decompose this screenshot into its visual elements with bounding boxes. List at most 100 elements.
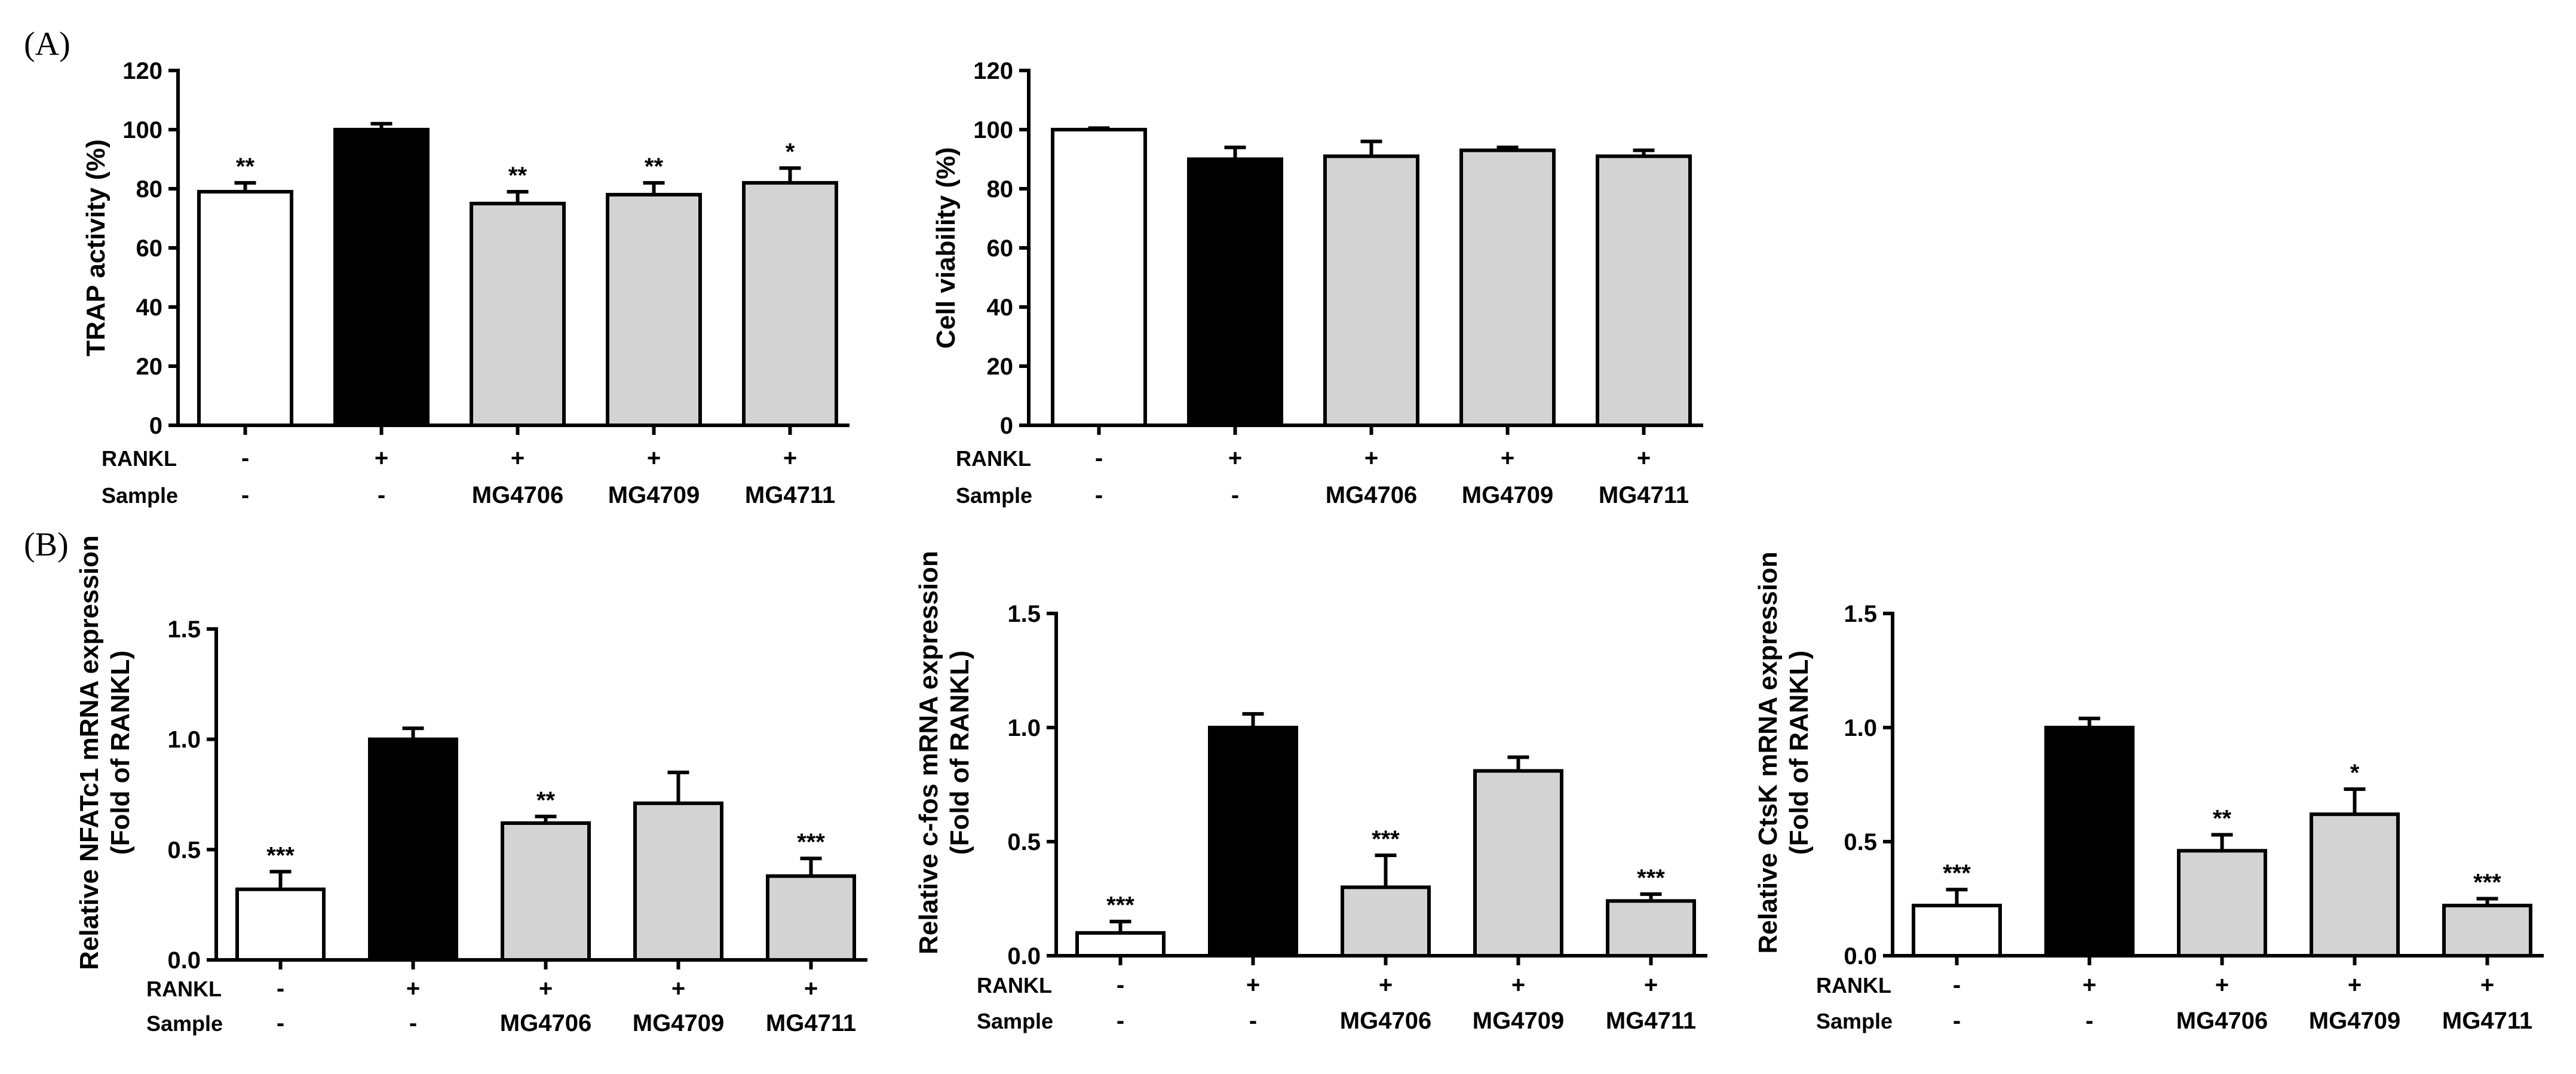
condition-value: + — [1511, 972, 1525, 998]
condition-value: - — [1249, 1008, 1257, 1034]
bar — [1051, 128, 1147, 427]
bar — [1459, 148, 1556, 427]
significance-marker: *** — [1943, 860, 1971, 886]
condition-value: MG4709 — [608, 482, 700, 508]
bar — [235, 887, 326, 962]
significance-marker: * — [786, 139, 795, 165]
y-axis-label: (Fold of RANKL) — [106, 650, 135, 855]
significance-marker: ** — [645, 154, 664, 180]
y-tick-label: 120 — [122, 58, 162, 84]
condition-value: - — [1117, 972, 1124, 998]
y-tick-label: 1.0 — [1844, 715, 1877, 741]
y-tick-label: 0 — [1000, 413, 1013, 439]
y-tick-label: 0 — [149, 413, 162, 439]
significance-marker: *** — [1106, 892, 1134, 919]
condition-value: - — [277, 975, 284, 1002]
panel-label-b: (B) — [24, 526, 69, 563]
condition-value: - — [1095, 482, 1103, 508]
bar — [1596, 154, 1692, 427]
condition-value: - — [2086, 1008, 2093, 1034]
bar — [1912, 903, 2002, 958]
y-tick-label: 1.5 — [1007, 601, 1041, 627]
condition-value: MG4709 — [633, 1010, 724, 1036]
bar — [633, 801, 723, 962]
condition-value: + — [539, 975, 553, 1002]
row-label-sample: Sample — [1816, 1009, 1893, 1033]
y-tick-label: 80 — [987, 176, 1014, 202]
condition-value: MG4706 — [500, 1010, 591, 1036]
row-label-sample: Sample — [977, 1009, 1053, 1033]
condition-value: MG4711 — [766, 1010, 856, 1036]
y-axis-label: Relative c-fos mRNA expression — [914, 551, 943, 955]
row-label-sample: Sample — [956, 483, 1032, 508]
bar — [368, 737, 458, 962]
y-axis-label: (Fold of RANKL) — [945, 650, 974, 855]
chart-2: 0 20 40 60 80 100 120 Cell viability (%) RANKL - +… — [931, 58, 1703, 508]
y-tick-label: 40 — [136, 294, 163, 321]
y-tick-label: 60 — [136, 235, 163, 262]
condition-value: MG4711 — [745, 482, 835, 508]
bar — [197, 189, 293, 427]
y-tick-label: 0.5 — [1007, 829, 1041, 855]
y-tick-label: 0.0 — [1844, 943, 1877, 969]
condition-value: MG4711 — [2442, 1008, 2532, 1034]
y-axis-label: Relative CtsK mRNA expression — [1753, 551, 1783, 953]
y-tick-label: 40 — [987, 294, 1014, 321]
condition-value: + — [2083, 972, 2096, 998]
row-label-rankl: RANKL — [956, 446, 1031, 471]
condition-value: - — [1953, 972, 1961, 998]
condition-value: + — [511, 445, 525, 471]
y-axis-label: TRAP activity (%) — [81, 139, 111, 357]
y-tick-label: 120 — [973, 58, 1013, 84]
y-tick-label: 100 — [973, 117, 1013, 143]
significance-marker: *** — [1637, 865, 1665, 891]
y-tick-label: 0.5 — [1844, 829, 1877, 855]
condition-value: - — [277, 1010, 284, 1036]
condition-value: + — [671, 975, 685, 1002]
condition-value: + — [1501, 445, 1514, 471]
y-tick-label: 0.0 — [167, 947, 201, 974]
bar — [2044, 726, 2135, 958]
condition-value: MG4711 — [1606, 1008, 1696, 1034]
condition-value: MG4709 — [2309, 1008, 2400, 1034]
condition-value: + — [783, 445, 797, 471]
condition-value: + — [375, 445, 388, 471]
row-label-sample: Sample — [146, 1011, 223, 1036]
y-tick-label: 80 — [136, 176, 163, 202]
bar — [1606, 899, 1696, 958]
condition-value: MG4706 — [1340, 1008, 1431, 1034]
condition-value: + — [2348, 972, 2362, 998]
condition-value: MG4709 — [1473, 1008, 1564, 1034]
bar — [766, 874, 856, 962]
y-axis-label: (Fold of RANKL) — [1784, 650, 1814, 855]
significance-marker: * — [2350, 760, 2360, 786]
y-tick-label: 0.5 — [167, 837, 201, 863]
condition-value: - — [378, 482, 385, 508]
bar — [1208, 726, 1298, 958]
y-tick-label: 20 — [987, 354, 1014, 380]
condition-value: MG4711 — [1599, 482, 1689, 508]
significance-marker: ** — [236, 154, 255, 180]
condition-value: MG4706 — [2176, 1008, 2268, 1034]
row-label-rankl: RANKL — [977, 973, 1052, 998]
row-label-rankl: RANKL — [102, 446, 177, 471]
significance-marker: ** — [2213, 806, 2232, 832]
row-label-rankl: RANKL — [1816, 973, 1891, 998]
bar — [333, 128, 430, 427]
condition-value: + — [647, 445, 661, 471]
condition-value: + — [406, 975, 420, 1002]
bar — [470, 201, 566, 427]
condition-value: - — [1095, 445, 1103, 471]
significance-marker: *** — [797, 829, 825, 855]
significance-marker: *** — [1372, 826, 1400, 852]
condition-value: MG4709 — [1462, 482, 1553, 508]
condition-value: + — [1228, 445, 1242, 471]
condition-value: - — [241, 445, 249, 471]
bar — [606, 192, 702, 427]
significance-marker: ** — [536, 787, 556, 814]
